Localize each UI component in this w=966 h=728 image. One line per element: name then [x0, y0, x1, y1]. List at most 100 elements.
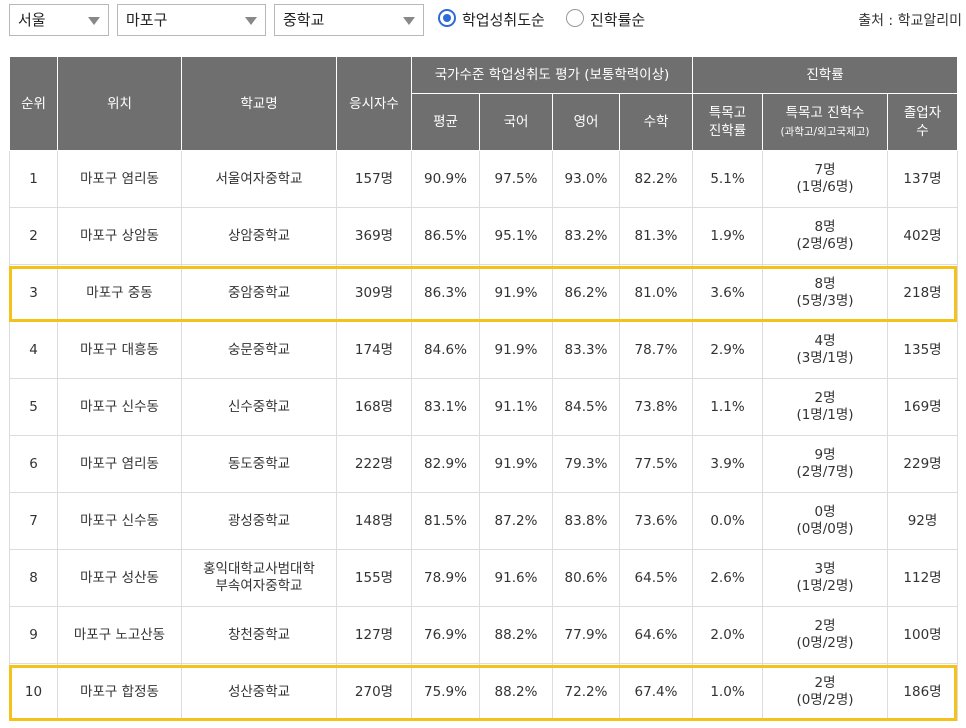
cell-math: 67.4%: [619, 663, 693, 721]
sort-achievement-radio[interactable]: 학업성취도순: [438, 8, 558, 32]
cell-math-text: 82.2%: [634, 170, 678, 187]
cell-special-count-text: (1명/1명): [796, 407, 854, 423]
cell-korean: 88.2%: [479, 663, 553, 721]
cell-rank: 2: [9, 207, 58, 265]
cell-special-count-text: (3명/1명): [796, 350, 854, 366]
chevron-down-icon: [88, 17, 100, 25]
header-avg: 평균: [411, 93, 480, 151]
cell-korean-text: 91.9%: [494, 455, 538, 472]
table-row: 4 마포구 대흥동 숭문중학교 174명 84.6% 91.9% 83.3% 78.7% 2.9…: [9, 321, 958, 379]
cell-location: 마포구 노고산동: [57, 606, 182, 664]
cell-special-count-text: (2명/7명): [796, 464, 854, 480]
sort-progress-radio[interactable]: 진학률순: [566, 8, 656, 32]
cell-examinees: 222명: [336, 435, 412, 493]
header-graduates-line1: 졸업자: [903, 105, 942, 121]
cell-location-text: 마포구 상암동: [80, 227, 159, 244]
cell-examinees: 309명: [336, 264, 412, 322]
cell-korean: 95.1%: [479, 207, 553, 265]
cell-avg: 81.5%: [411, 492, 480, 550]
cell-special-rate: 5.1%: [692, 150, 763, 208]
sort-progress-label: 진학률순: [590, 11, 646, 29]
cell-korean-text: 88.2%: [494, 626, 538, 643]
cell-korean: 97.5%: [479, 150, 553, 208]
cell-school: 신수중학교: [181, 378, 337, 436]
cell-korean: 88.2%: [479, 606, 553, 664]
cell-location: 마포구 신수동: [57, 492, 182, 550]
cell-rank-text: 9: [29, 626, 38, 643]
cell-graduates: 112명: [887, 549, 958, 607]
cell-examinees-text: 127명: [354, 626, 394, 643]
cell-graduates: 135명: [887, 321, 958, 379]
cell-korean: 91.6%: [479, 549, 553, 607]
cell-examinees: 127명: [336, 606, 412, 664]
cell-korean: 91.1%: [479, 378, 553, 436]
header-achievement-group: 국가수준 학업성취도 평가 (보통학력이상): [411, 56, 693, 94]
cell-examinees: 168명: [336, 378, 412, 436]
cell-english: 72.2%: [552, 663, 620, 721]
cell-examinees: 155명: [336, 549, 412, 607]
cell-special-rate: 0.0%: [692, 492, 763, 550]
cell-rank: 6: [9, 435, 58, 493]
cell-korean-text: 88.2%: [494, 683, 538, 700]
header-english: 영어: [552, 93, 620, 151]
cell-location: 마포구 염리동: [57, 150, 182, 208]
cell-special-rate: 1.9%: [692, 207, 763, 265]
cell-math: 73.6%: [619, 492, 693, 550]
cell-special-count-text: 7명: [814, 162, 836, 178]
cell-special-rate: 1.1%: [692, 378, 763, 436]
cell-special-count-text: 8명: [814, 219, 836, 235]
cell-location-text: 마포구 염리동: [80, 455, 159, 472]
cell-korean: 91.9%: [479, 435, 553, 493]
cell-location-text: 마포구 합정동: [80, 683, 159, 700]
header-special-count: 특목고 진학수 (과학고/외고국제고): [762, 93, 888, 151]
cell-korean-text: 91.1%: [494, 398, 538, 415]
cell-graduates-text: 137명: [903, 170, 942, 187]
cell-special-count: 2명 (1명/1명): [762, 378, 888, 436]
cell-special-count-text: 2명: [814, 618, 836, 634]
cell-avg: 86.5%: [411, 207, 480, 265]
region-select[interactable]: 서울: [9, 4, 109, 36]
table-row: 9 마포구 노고산동 창천중학교 127명 76.9% 88.2% 77.9% 64.6% 2.…: [9, 606, 958, 664]
header-special-rate-line2: 진학률: [708, 123, 747, 139]
cell-special-rate: 2.6%: [692, 549, 763, 607]
cell-english-text: 83.8%: [564, 512, 608, 529]
school-level-select[interactable]: 중학교: [274, 4, 424, 36]
cell-special-count-text: 0명: [814, 504, 836, 520]
cell-avg-text: 90.9%: [424, 170, 467, 187]
cell-examinees: 270명: [336, 663, 412, 721]
district-select-value: 마포구: [126, 11, 168, 29]
table-row: 3 마포구 중동 중암중학교 309명 86.3% 91.9% 86.2% 81.0% 3.6%…: [9, 264, 958, 322]
cell-english: 86.2%: [552, 264, 620, 322]
cell-math: 81.0%: [619, 264, 693, 322]
cell-special-count: 2명 (0명/2명): [762, 663, 888, 721]
cell-examinees: 148명: [336, 492, 412, 550]
cell-examinees: 174명: [336, 321, 412, 379]
cell-examinees-text: 157명: [354, 170, 394, 187]
cell-english-text: 86.2%: [564, 284, 608, 301]
cell-examinees: 157명: [336, 150, 412, 208]
cell-english-text: 72.2%: [564, 683, 608, 700]
cell-avg-text: 86.3%: [424, 284, 467, 301]
cell-location-text: 마포구 노고산동: [73, 626, 166, 643]
cell-math: 64.5%: [619, 549, 693, 607]
cell-special-count-text: (5명/3명): [796, 293, 854, 309]
source-note: 출처 : 학교알리미: [858, 13, 962, 29]
district-select[interactable]: 마포구: [117, 4, 266, 36]
cell-avg: 86.3%: [411, 264, 480, 322]
table-row: 7 마포구 신수동 광성중학교 148명 81.5% 87.2% 83.8% 73.6% 0.0…: [9, 492, 958, 550]
cell-korean-text: 87.2%: [494, 512, 538, 529]
cell-graduates-text: 186명: [903, 683, 942, 700]
cell-math-text: 73.6%: [634, 512, 678, 529]
cell-special-count: 9명 (2명/7명): [762, 435, 888, 493]
cell-avg-text: 75.9%: [424, 683, 467, 700]
cell-school: 성산중학교: [181, 663, 337, 721]
region-select-value: 서울: [18, 11, 46, 29]
cell-special-rate-text: 2.9%: [710, 341, 745, 358]
cell-rank-text: 5: [29, 398, 38, 415]
cell-korean: 91.9%: [479, 264, 553, 322]
cell-rank: 9: [9, 606, 58, 664]
cell-special-rate: 1.0%: [692, 663, 763, 721]
cell-special-rate: 2.9%: [692, 321, 763, 379]
table-row: 1 마포구 염리동 서울여자중학교 157명 90.9% 97.5% 93.0% 82.2% 5…: [9, 150, 958, 208]
cell-examinees-text: 168명: [354, 398, 394, 415]
